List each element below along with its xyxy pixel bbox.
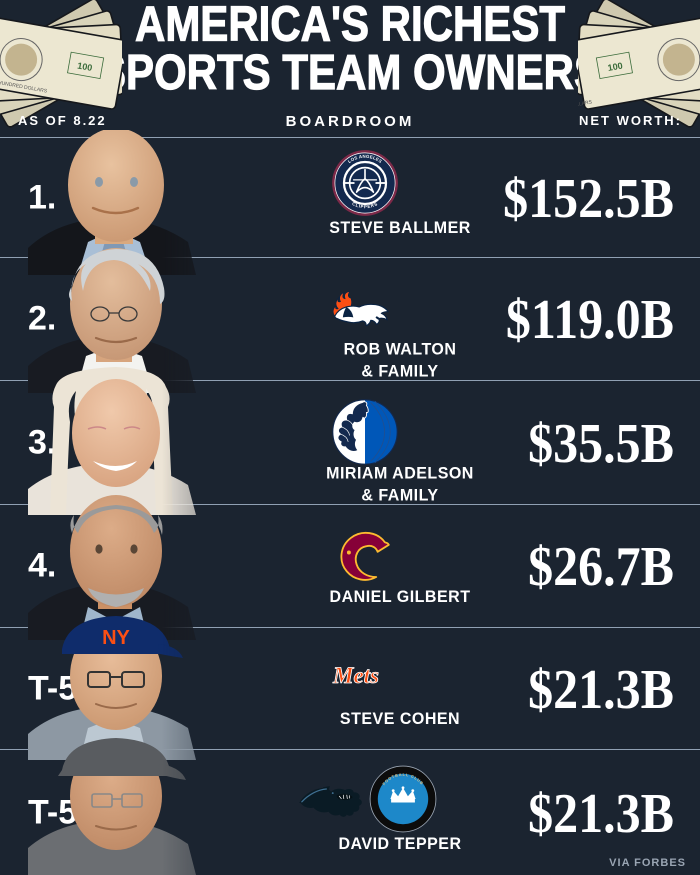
- svg-text:NY: NY: [102, 627, 130, 649]
- svg-text:Mets: Mets: [332, 663, 379, 688]
